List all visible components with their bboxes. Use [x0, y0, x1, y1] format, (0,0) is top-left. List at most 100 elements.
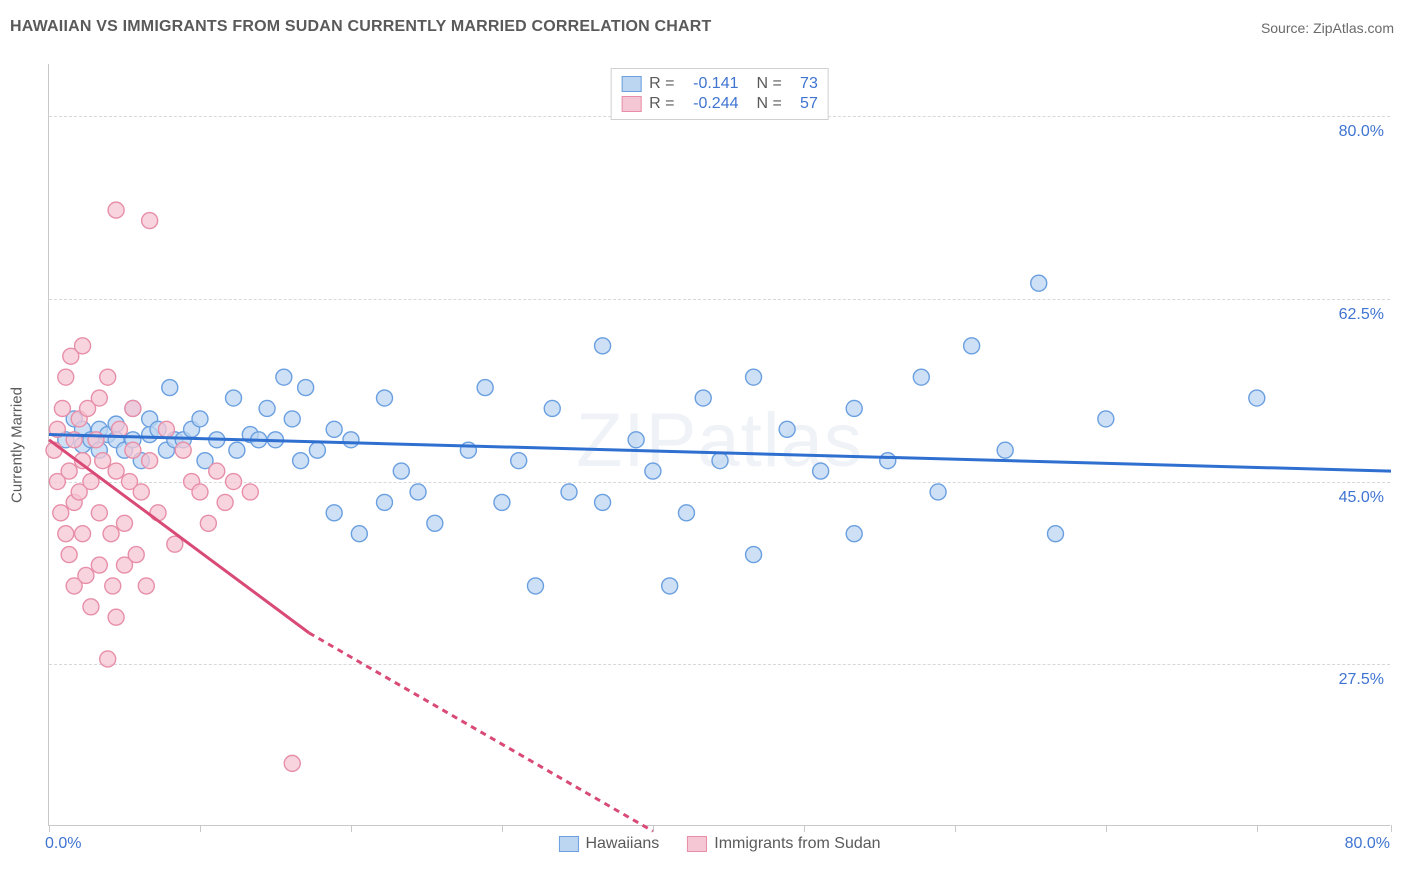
scatter-point [284, 411, 300, 427]
x-tick [1106, 825, 1107, 832]
scatter-point [142, 213, 158, 229]
scatter-point [393, 463, 409, 479]
scatter-point [138, 578, 154, 594]
scatter-point [343, 432, 359, 448]
source-attribution: Source: ZipAtlas.com [1261, 20, 1394, 36]
scatter-point [226, 390, 242, 406]
series2-legend-label: Immigrants from Sudan [714, 835, 880, 853]
trend-line [309, 633, 653, 831]
x-tick [1391, 825, 1392, 832]
scatter-point [108, 609, 124, 625]
scatter-point [75, 338, 91, 354]
chart-title: HAWAIIAN VS IMMIGRANTS FROM SUDAN CURREN… [10, 18, 712, 36]
scatter-point [309, 442, 325, 458]
scatter-point [78, 567, 94, 583]
scatter-point [678, 505, 694, 521]
scatter-point [712, 453, 728, 469]
scatter-point [75, 526, 91, 542]
source-prefix: Source: [1261, 20, 1309, 36]
scatter-point [54, 400, 70, 416]
scatter-point [595, 338, 611, 354]
series1-swatch-icon [558, 836, 578, 852]
x-tick [200, 825, 201, 832]
x-tick [955, 825, 956, 832]
scatter-point [229, 442, 245, 458]
scatter-point [695, 390, 711, 406]
legend-item-series1: Hawaiians [558, 835, 659, 853]
scatter-point [628, 432, 644, 448]
source-name: ZipAtlas.com [1313, 20, 1394, 36]
scatter-point [527, 578, 543, 594]
x-tick [1257, 825, 1258, 832]
chart-container: HAWAIIAN VS IMMIGRANTS FROM SUDAN CURREN… [0, 0, 1406, 892]
series-legend: Hawaiians Immigrants from Sudan [558, 835, 880, 853]
scatter-point [100, 651, 116, 667]
scatter-point [226, 474, 242, 490]
scatter-point [128, 547, 144, 563]
scatter-point [53, 505, 69, 521]
scatter-point [103, 526, 119, 542]
scatter-point [880, 453, 896, 469]
scatter-point [1048, 526, 1064, 542]
scatter-point [91, 390, 107, 406]
scatter-point [1031, 275, 1047, 291]
x-tick [502, 825, 503, 832]
scatter-point [298, 380, 314, 396]
scatter-point [544, 400, 560, 416]
scatter-point [217, 494, 233, 510]
scatter-point [561, 484, 577, 500]
scatter-point [108, 463, 124, 479]
scatter-point [162, 380, 178, 396]
scatter-point [913, 369, 929, 385]
scatter-point [58, 369, 74, 385]
scatter-point [326, 421, 342, 437]
scatter-point [95, 453, 111, 469]
scatter-point [133, 484, 149, 500]
scatter-point [108, 202, 124, 218]
scatter-point [746, 369, 762, 385]
scatter-point [293, 453, 309, 469]
scatter-point [1098, 411, 1114, 427]
x-axis-min-label: 0.0% [45, 835, 81, 853]
scatter-point [511, 453, 527, 469]
scatter-point [83, 599, 99, 615]
scatter-point [91, 557, 107, 573]
scatter-point [351, 526, 367, 542]
scatter-point [284, 755, 300, 771]
scatter-point [91, 505, 107, 521]
scatter-point [88, 432, 104, 448]
scatter-point [930, 484, 946, 500]
legend-item-series2: Immigrants from Sudan [687, 835, 880, 853]
scatter-point [494, 494, 510, 510]
scatter-point [200, 515, 216, 531]
scatter-point [645, 463, 661, 479]
scatter-point [746, 547, 762, 563]
x-tick [351, 825, 352, 832]
scatter-point [105, 578, 121, 594]
scatter-point [158, 421, 174, 437]
x-tick [804, 825, 805, 832]
scatter-point [326, 505, 342, 521]
y-axis-label: Currently Married [9, 387, 26, 503]
scatter-point [209, 463, 225, 479]
scatter-point [192, 411, 208, 427]
scatter-point [377, 494, 393, 510]
series2-swatch-icon [687, 836, 707, 852]
x-tick [49, 825, 50, 832]
scatter-point [997, 442, 1013, 458]
scatter-plot-svg [49, 64, 1390, 825]
scatter-point [61, 463, 77, 479]
scatter-point [58, 526, 74, 542]
scatter-point [276, 369, 292, 385]
scatter-point [846, 400, 862, 416]
scatter-point [477, 380, 493, 396]
scatter-point [175, 442, 191, 458]
scatter-point [377, 390, 393, 406]
x-axis-max-label: 80.0% [1345, 835, 1390, 853]
scatter-point [61, 547, 77, 563]
scatter-point [427, 515, 443, 531]
scatter-point [192, 484, 208, 500]
scatter-point [779, 421, 795, 437]
scatter-point [846, 526, 862, 542]
scatter-point [242, 484, 258, 500]
